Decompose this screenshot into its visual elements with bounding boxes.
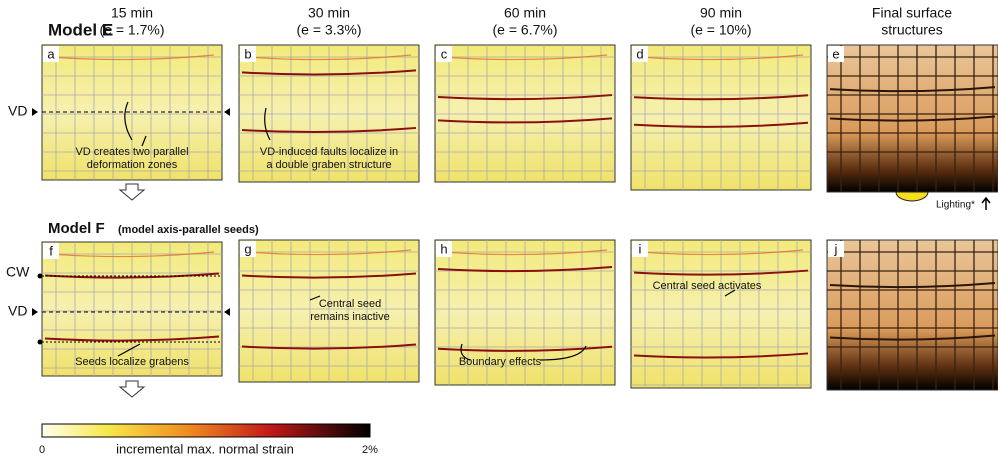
fault-trace <box>437 266 613 273</box>
fault-trace <box>442 54 608 61</box>
annotation: Central seed activates <box>653 280 762 292</box>
fault-trace <box>829 334 996 341</box>
row-title: Model F <box>48 220 105 237</box>
panel-letter-box <box>632 241 648 257</box>
column-header: 60 min <box>504 5 546 21</box>
panel-letter-box <box>828 46 844 62</box>
colorbar <box>41 423 371 438</box>
annotation: VD creates two parallel <box>75 146 188 158</box>
column-header: (e = 6.7%) <box>493 22 558 38</box>
panel-letter-box <box>240 241 256 257</box>
panel-letter-box <box>828 241 844 257</box>
annotation: Seeds localize grabens <box>75 356 189 368</box>
panel-letter-box <box>436 46 452 62</box>
fault-trace <box>241 69 417 76</box>
fault-trace <box>246 249 412 256</box>
fault-trace <box>633 352 809 359</box>
panel-image <box>826 239 998 391</box>
panel-letter-box <box>436 241 452 257</box>
panel-letter: j <box>834 241 838 256</box>
panel-letter-box <box>632 46 648 62</box>
fault-trace <box>49 251 215 258</box>
column-header: (e = 1.7%) <box>100 22 165 38</box>
fault-trace <box>246 54 412 61</box>
marker-label: CW <box>6 264 30 280</box>
fault-trace <box>633 269 809 276</box>
row-subtitle: (model axis-parallel seeds) <box>118 224 259 236</box>
annotation: Central seed <box>319 298 381 310</box>
fault-trace <box>633 94 809 101</box>
panel-letter: g <box>244 241 251 256</box>
fault-trace <box>829 115 996 122</box>
marker-dot <box>37 273 43 279</box>
panel-letter: d <box>636 46 643 61</box>
fault-trace <box>241 126 417 134</box>
annotation-arrow <box>539 345 587 361</box>
marker-triangle <box>224 308 230 316</box>
fault-trace <box>437 345 613 352</box>
marker-label: VD <box>8 103 27 119</box>
annotation-arrow <box>141 135 147 147</box>
fault-trace <box>829 282 996 289</box>
annotation-arrow <box>309 295 321 301</box>
fault-trace <box>638 249 804 256</box>
fault-trace <box>49 54 215 61</box>
annotation-arrow <box>117 343 141 357</box>
annotation-arrow <box>264 107 271 141</box>
panel-letter-box <box>240 46 256 62</box>
annotation-arrow <box>724 289 736 297</box>
panel-letter: h <box>440 241 447 256</box>
light-source <box>895 191 929 202</box>
panel-letter: b <box>244 46 251 61</box>
panel-letter: f <box>49 243 53 258</box>
lighting-arrow <box>981 196 991 210</box>
column-header: 15 min <box>111 5 153 21</box>
marker-triangle <box>224 108 230 116</box>
annotation: VD-induced faults localize in <box>260 146 398 158</box>
shift-arrow <box>118 380 146 398</box>
column-header: (e = 3.3%) <box>297 22 362 38</box>
annotation-arrow <box>460 343 471 361</box>
panel-letter: c <box>441 46 448 61</box>
fault-trace <box>44 335 220 342</box>
fault-trace <box>241 272 417 279</box>
panel-letter: e <box>832 46 839 61</box>
annotation: Boundary effects <box>459 356 542 368</box>
fault-trace <box>829 86 996 93</box>
fault-trace <box>633 121 809 128</box>
colorbar-max: 2% <box>362 444 378 456</box>
column-header: Final surface <box>872 5 952 21</box>
colorbar-min: 0 <box>39 444 45 456</box>
lighting-label: Lighting* <box>936 200 975 211</box>
fault-trace <box>44 272 220 279</box>
fault-trace <box>442 249 608 256</box>
fault-trace <box>241 343 417 350</box>
panel-letter: i <box>639 241 642 256</box>
panel-letter-box <box>43 243 59 259</box>
annotation: deformation zones <box>87 159 178 171</box>
marker-label: VD <box>8 303 27 319</box>
column-header: (e = 10%) <box>690 22 751 38</box>
annotation: remains inactive <box>310 311 389 323</box>
panel-letter-box <box>43 46 59 62</box>
fault-trace <box>437 117 613 124</box>
panel-letter: a <box>47 46 55 61</box>
fault-trace <box>437 94 613 101</box>
column-header: structures <box>881 22 942 38</box>
column-header: 90 min <box>700 5 742 21</box>
marker-dot <box>37 339 43 345</box>
row-title: Model E <box>48 20 113 39</box>
annotation: a double graben structure <box>266 159 391 171</box>
marker-triangle <box>32 308 38 316</box>
annotation-arrow <box>124 101 133 141</box>
shift-arrow <box>118 183 146 201</box>
marker-triangle <box>32 108 38 116</box>
fault-trace <box>638 54 804 61</box>
colorbar-label: incremental max. normal strain <box>116 441 294 456</box>
column-header: 30 min <box>308 5 350 21</box>
